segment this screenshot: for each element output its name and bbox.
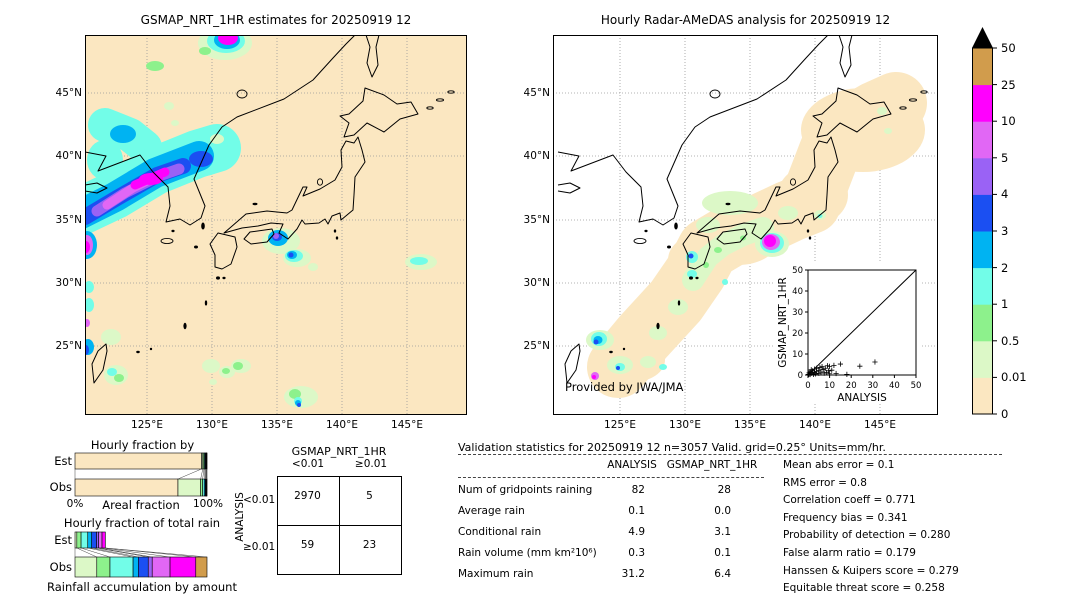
stats-row: Conditional rain 4.9 3.1	[458, 526, 731, 538]
colorbar-tick: 0	[1001, 407, 1009, 421]
left-map-lat-label: 45°N	[55, 87, 82, 99]
inset-scatter: 0 10 20 30 40 50 0 10 20 30 40 50 ANALYSIS GSMAP_NRT_…	[775, 263, 921, 404]
totalrain-chart-title: Hourly fraction of total rain	[63, 516, 221, 530]
score-line: Equitable threat score = 0.258	[783, 582, 945, 595]
occurrence-est-label: Est	[54, 454, 72, 468]
contingency-value-11: 23	[362, 539, 377, 551]
svg-text:50: 50	[792, 266, 803, 276]
colorbar-tick: 50	[1001, 41, 1016, 55]
right-map-lat-label: 30°N	[523, 277, 550, 289]
right-map-lat-label: 45°N	[523, 87, 550, 99]
contingency-col-label-lt: <0.01	[291, 458, 325, 470]
totalrain-caption: Rainfall accumulation by amount	[47, 580, 237, 594]
contingency-value-01: 5	[366, 490, 373, 502]
stats-row: Maximum rain 31.2 6.4	[458, 568, 731, 580]
colorbar-tick: 4	[1001, 187, 1009, 202]
stats-col-analysis: ANALYSIS	[607, 459, 657, 471]
left-map-lon-label: 130°E	[196, 419, 228, 431]
stats-col-gsmap: GSMAP_NRT_1HR	[666, 459, 758, 471]
stats-row: Rain volume (mm km²10⁶) 0.3 0.1	[458, 547, 731, 559]
contingency-col-header: GSMAP_NRT_1HR	[291, 445, 387, 458]
coastlines	[557, 35, 928, 384]
score-line: Hanssen & Kuipers score = 0.279	[783, 564, 959, 577]
score-list: Mean abs error = 0.1 RMS error = 0.8 Corre…	[783, 459, 959, 600]
fraction-bars	[74, 452, 208, 578]
contingency-row-label-ge: ≥0.01	[243, 541, 276, 553]
map-credit: Provided by JWA/JMA	[565, 380, 684, 394]
contingency-value-10: 59	[300, 539, 315, 551]
left-map-lon-label: 135°E	[261, 419, 293, 431]
right-map-lat-label: 35°N	[523, 214, 550, 226]
contingency-hline	[278, 525, 401, 526]
svg-text:30: 30	[867, 381, 878, 391]
score-line: Probability of detection = 0.280	[783, 529, 951, 542]
stats-title: Validation statistics for 20250919 12 n=…	[458, 441, 886, 454]
left-map-lon-label: 145°E	[391, 419, 423, 431]
svg-text:20: 20	[792, 329, 803, 339]
svg-text:30: 30	[792, 308, 803, 318]
score-line: RMS error = 0.8	[783, 476, 867, 489]
right-map-lon-label: 125°E	[604, 419, 636, 431]
score-line: False alarm ratio = 0.179	[783, 546, 916, 559]
right-map-lat-label: 40°N	[523, 150, 550, 162]
left-map-lat-label: 25°N	[55, 340, 82, 352]
colorbar-tick: 5	[1001, 150, 1009, 165]
colorbar-tick: 10	[1001, 114, 1016, 129]
colorbar-tick: 0.5	[1001, 333, 1020, 348]
stats-rows: Num of gridpoints raining 82 28 Average rai…	[458, 484, 731, 589]
right-map-lon-label: 145°E	[864, 419, 896, 431]
svg-text:GSMAP_NRT_1HR: GSMAP_NRT_1HR	[777, 277, 789, 368]
stats-divider-top	[458, 454, 1002, 455]
svg-text:ANALYSIS: ANALYSIS	[837, 392, 887, 404]
colorbar	[972, 27, 997, 415]
left-map-lat-label: 35°N	[55, 214, 82, 226]
right-map-lon-label: 140°E	[799, 419, 831, 431]
areal-axis-0: 0%	[66, 498, 84, 510]
contingency-box	[277, 476, 402, 575]
right-map-title: Hourly Radar-AMeDAS analysis for 2025091…	[600, 13, 891, 27]
colorbar-tick: 3	[1001, 224, 1009, 238]
stats-row: Average rain 0.1 0.0	[458, 505, 731, 517]
contingency-col-label-ge: ≥0.01	[354, 458, 388, 470]
colorbar-tick: 0.01	[1001, 370, 1027, 385]
svg-text:40: 40	[792, 287, 803, 297]
left-map-lon-label: 140°E	[326, 419, 358, 431]
occurrence-obs-label: Obs	[49, 480, 72, 494]
areal-axis-100: 100%	[192, 498, 224, 510]
coastlines	[85, 35, 455, 384]
colorbar-tick: 1	[1001, 297, 1009, 312]
score-line: Frequency bias = 0.341	[783, 511, 908, 524]
contingency-row-label-lt: <0.01	[243, 494, 276, 506]
svg-text:40: 40	[889, 381, 900, 391]
left-map-lon-label: 125°E	[131, 419, 163, 431]
right-map-lat-label: 25°N	[523, 340, 550, 352]
radar-amedas-map: 0 10 20 30 40 50 0 10 20 30 40 50 ANALYSIS GSMAP_NRT_…	[553, 35, 938, 415]
right-map-lon-label: 130°E	[669, 419, 701, 431]
svg-text:0: 0	[805, 381, 810, 391]
score-line: Mean abs error = 0.1	[783, 459, 895, 471]
colorbar-tick: 25	[1001, 77, 1016, 92]
left-map-lat-label: 40°N	[55, 150, 82, 162]
stats-divider-header	[458, 477, 764, 478]
left-map-title: GSMAP_NRT_1HR estimates for 20250919 12	[140, 13, 412, 27]
gsmap-estimate-map	[85, 35, 467, 415]
areal-axis-label: Areal fraction	[102, 498, 180, 512]
totalrain-obs-label: Obs	[49, 560, 72, 574]
contingency-hit-miss-00: 2970	[294, 490, 321, 502]
colorbar-tick: 2	[1001, 260, 1009, 275]
svg-text:10: 10	[824, 381, 835, 391]
svg-text:50: 50	[911, 381, 922, 391]
svg-text:10: 10	[792, 350, 803, 360]
right-map-lon-label: 135°E	[734, 419, 766, 431]
precip-field	[85, 35, 437, 408]
totalrain-est-label: Est	[54, 533, 72, 547]
left-map-lat-label: 30°N	[55, 277, 82, 289]
svg-text:0: 0	[798, 371, 803, 381]
svg-text:20: 20	[846, 381, 857, 391]
score-line: Correlation coeff = 0.771	[783, 494, 916, 507]
stats-row: Num of gridpoints raining 82 28	[458, 484, 731, 496]
